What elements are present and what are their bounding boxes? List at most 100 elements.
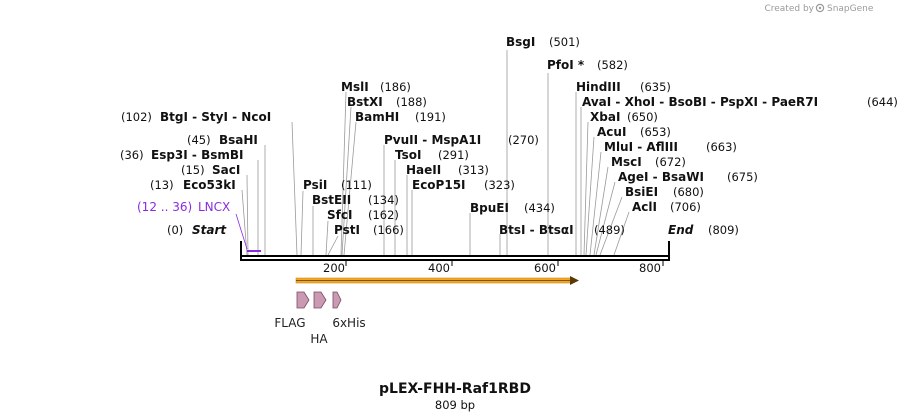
site-msci-pos: (672) [655,155,686,169]
site-esp3i-pos: (36) [120,148,144,162]
site-ecop15i-label: EcoP15I [412,178,466,192]
leader-psii [300,190,304,256]
site-msli-pos: (186) [380,80,411,94]
flag-tag-arrow [296,291,310,309]
ha-tag-arrow [313,291,327,309]
leader-bstxi [341,106,352,256]
site-saci-label: SacI [212,163,240,177]
site-bsahi-pos: (45) [187,133,211,147]
site-eco53ki-label: Eco53kI [183,178,236,192]
leader-bamhi [343,121,357,256]
site-psti-pos: (166) [373,223,404,237]
scale-ticks [345,261,664,266]
site-xbai-pos: (650) [627,110,658,124]
site-msli-label: MslI [341,80,369,94]
site-psii-label: PsiI [303,178,327,192]
site-eco53ki-pos: (13) [150,178,174,192]
his-label: 6xHis [332,316,365,330]
lncx-range: (12 .. 36) [137,200,192,214]
plasmid-title: pLEX-FHH-Raf1RBD [379,381,531,397]
end-pos: (809) [708,223,739,237]
leader-sfci [325,220,329,256]
start-label: Start [192,223,227,237]
credit-brand: SnapGene [827,4,874,14]
site-bsteii-label: BstEII [312,193,351,207]
site-ecop15i-pos: (323) [484,178,515,192]
site-esp3i-label: Esp3I - BsmBI [151,148,244,162]
site-tsoi-pos: (291) [438,148,469,162]
site-pfoi-pos: (582) [597,58,628,72]
leader-saci [246,174,249,256]
site-xhoi-name: XhoI [625,95,656,109]
site-leader-lines [235,50,630,256]
site-bpuei-pos: (434) [524,201,555,215]
site-acui-pos: (653) [640,125,671,139]
site-bamhi-label: BamHI [355,110,399,124]
site-haeii-pos: (313) [458,163,489,177]
tick-600: 600 [534,261,556,275]
site-sfci-pos: (162) [368,208,399,222]
site-acli-label: AclI [632,200,657,214]
leader-msci [593,166,609,256]
site-mlui-label: MluI - AflIII [604,140,678,154]
site-haeii-label: HaeII [406,163,441,177]
leader-acui [585,136,595,256]
site-ncoi-name: NcoI [241,110,271,124]
ha-label: HA [310,332,328,346]
site-msci-label: MscI [611,155,642,169]
site-paer7i-name: PaeR7I [771,95,818,109]
site-bsobi-name: BsoBI [668,95,706,109]
site-bstxi-pos: (188) [396,95,427,109]
orf-arrow [295,276,579,285]
leader-psti [327,235,339,256]
site-pspxi-name: PspXI [720,95,758,109]
plasmid-length: 809 bp [435,398,475,412]
lncx-feature-bar [247,250,261,252]
tick-400: 400 [428,261,450,275]
site-hindiii-pos: (635) [640,80,671,94]
site-bpuei-label: BpuEI [470,201,509,215]
leader-acli [613,211,630,256]
site-avai-name-1: AvaI [582,95,611,109]
flag-label: FLAG [274,316,305,330]
tick-200: 200 [323,261,345,275]
site-btsi-label: BtsI - BtsαI [499,223,574,237]
leader-agei [595,181,616,256]
site-psii-pos: (111) [341,178,372,192]
site-bsiei-label: BsiEI [625,185,658,199]
his-tag-arrow [332,291,342,309]
snapgene-logo-icon [815,3,825,13]
site-avai-label: AvaI - XhoI - BsoBI - PspXI - PaeR7I [582,95,818,109]
leader-btgi [291,121,298,256]
site-tsoi-label: TsoI [395,148,421,162]
leader-bsiei [599,196,623,256]
site-pvuii-label: PvuII - MspA1I [384,133,481,147]
site-btgi-label: BtgI - StyI - NcoI [160,110,271,124]
site-acui-label: AcuI [597,125,626,139]
leader-lncx [235,213,248,250]
site-sfci-label: SfcI [327,208,352,222]
site-bsiei-pos: (680) [673,185,704,199]
leader-mlui [589,151,602,256]
leader-msli [340,91,347,256]
site-pvuii-pos: (270) [508,133,539,147]
dna-backbone [240,241,670,261]
end-label: End [668,223,694,237]
site-btsi-pos: (489) [594,223,625,237]
site-mlui-pos: (663) [706,140,737,154]
site-bstxi-label: BstXI [347,95,383,109]
site-bsahi-label: BsaHI [219,133,258,147]
credit-text: Created by [764,4,814,14]
site-hindiii-label: HindIII [576,80,621,94]
tick-800: 800 [639,261,661,275]
site-bsteii-pos: (134) [368,193,399,207]
site-agei-label: AgeI - BsaWI [618,170,704,184]
site-avai-pos: (644) [867,95,898,109]
leader-xbai [583,121,589,256]
start-pos: (0) [167,223,183,237]
site-acli-pos: (706) [670,200,701,214]
site-agei-pos: (675) [727,170,758,184]
site-psti-label: PstI [334,223,360,237]
site-bamhi-pos: (191) [415,110,446,124]
